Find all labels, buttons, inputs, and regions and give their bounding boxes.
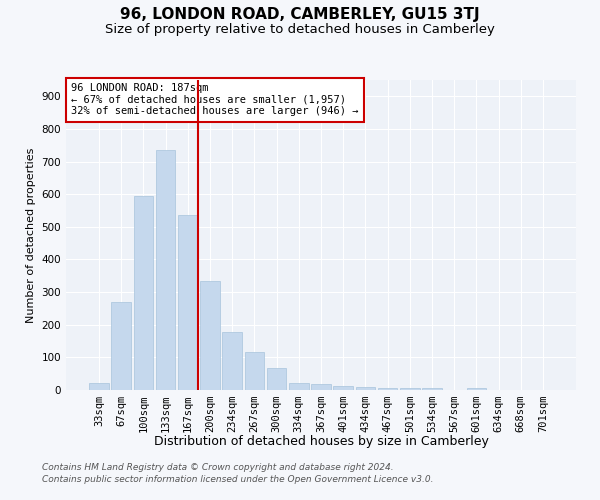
Bar: [378, 388, 397, 390]
Y-axis label: Number of detached properties: Number of detached properties: [26, 148, 36, 322]
Bar: [200, 280, 220, 390]
Text: Contains public sector information licensed under the Open Government Licence v3: Contains public sector information licen…: [42, 474, 433, 484]
Text: 96 LONDON ROAD: 187sqm
← 67% of detached houses are smaller (1,957)
32% of semi-: 96 LONDON ROAD: 187sqm ← 67% of detached…: [71, 83, 359, 116]
Text: Distribution of detached houses by size in Camberley: Distribution of detached houses by size …: [154, 435, 488, 448]
Bar: [112, 302, 131, 390]
Bar: [289, 383, 308, 390]
Bar: [223, 332, 242, 390]
Bar: [89, 384, 109, 390]
Bar: [467, 388, 486, 390]
Bar: [156, 150, 175, 390]
Bar: [134, 196, 153, 390]
Bar: [334, 386, 353, 390]
Bar: [422, 388, 442, 390]
Bar: [400, 388, 419, 390]
Text: Size of property relative to detached houses in Camberley: Size of property relative to detached ho…: [105, 22, 495, 36]
Bar: [311, 384, 331, 390]
Text: Contains HM Land Registry data © Crown copyright and database right 2024.: Contains HM Land Registry data © Crown c…: [42, 464, 394, 472]
Bar: [267, 368, 286, 390]
Text: 96, LONDON ROAD, CAMBERLEY, GU15 3TJ: 96, LONDON ROAD, CAMBERLEY, GU15 3TJ: [120, 8, 480, 22]
Bar: [245, 352, 264, 390]
Bar: [356, 388, 375, 390]
Bar: [178, 216, 197, 390]
